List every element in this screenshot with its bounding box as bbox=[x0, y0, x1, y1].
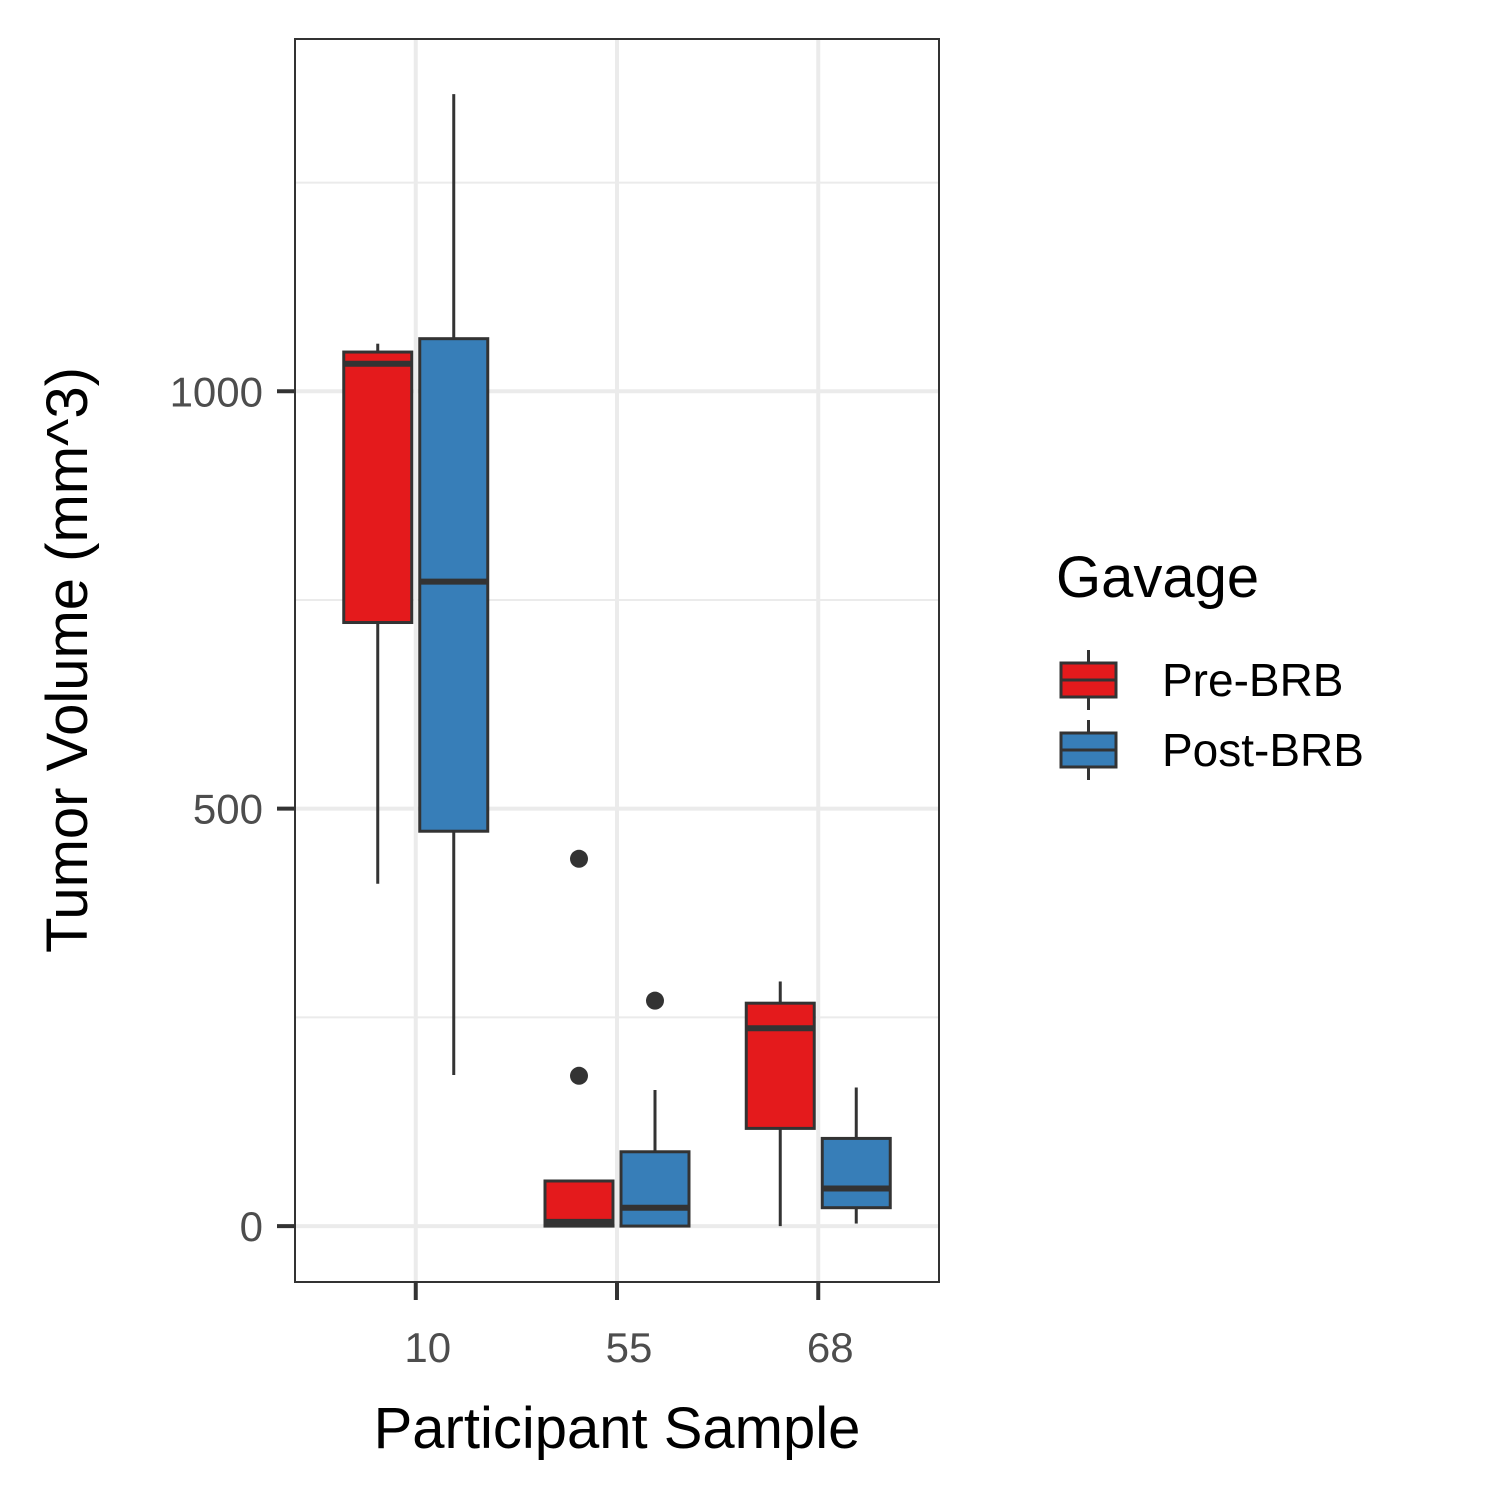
outlier-point bbox=[646, 991, 664, 1010]
legend-key-pre-brb bbox=[1059, 650, 1118, 710]
box-post-brb-10 bbox=[418, 94, 490, 1075]
iqr-box bbox=[418, 337, 490, 833]
iqr-box bbox=[543, 1179, 615, 1228]
y-axis-title: Tumor Volume (mm^3) bbox=[35, 367, 100, 953]
legend-title: Gavage bbox=[1056, 545, 1259, 610]
x-tick-label: 68 bbox=[807, 1324, 854, 1371]
outlier-point bbox=[570, 1066, 588, 1085]
iqr-box bbox=[342, 350, 414, 625]
outlier-point bbox=[570, 849, 588, 868]
iqr-box bbox=[744, 1001, 816, 1130]
x-tick-label: 10 bbox=[404, 1324, 451, 1371]
box-post-brb-68 bbox=[820, 1087, 892, 1224]
series-pre-brb bbox=[342, 343, 816, 1228]
x-axis: 10 55 68 bbox=[404, 1282, 854, 1371]
legend-key-post-brb bbox=[1059, 720, 1118, 780]
iqr-box bbox=[820, 1136, 892, 1210]
iqr-box bbox=[619, 1150, 691, 1228]
box-post-brb-55 bbox=[619, 991, 691, 1228]
legend: Gavage Pre-BRB Post-BRB bbox=[1056, 545, 1364, 780]
box-pre-brb-55 bbox=[543, 849, 615, 1228]
legend-label-pre-brb: Pre-BRB bbox=[1162, 654, 1343, 706]
series-post-brb bbox=[418, 94, 892, 1228]
box-pre-brb-68 bbox=[744, 981, 816, 1227]
y-axis: 0 500 1000 bbox=[170, 368, 295, 1250]
y-tick-label: 0 bbox=[240, 1203, 263, 1250]
box-series bbox=[342, 94, 892, 1228]
legend-label-post-brb: Post-BRB bbox=[1162, 724, 1364, 776]
y-tick-label: 1000 bbox=[170, 368, 263, 415]
y-tick-label: 500 bbox=[193, 786, 263, 833]
x-axis-title: Participant Sample bbox=[374, 1396, 861, 1461]
box-pre-brb-10 bbox=[342, 343, 414, 884]
x-tick-label: 55 bbox=[606, 1324, 653, 1371]
